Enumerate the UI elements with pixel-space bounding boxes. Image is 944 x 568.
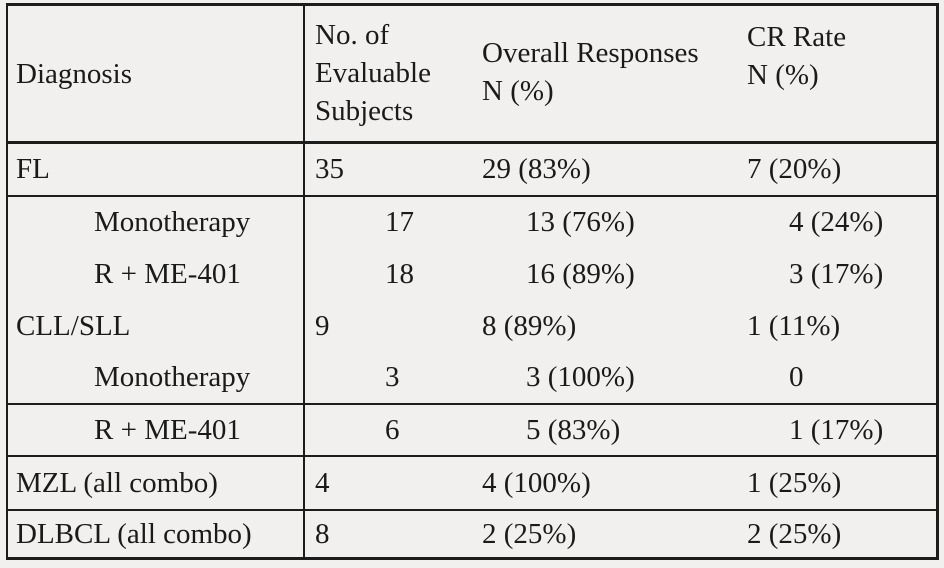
evaluable-subjects-cell: 6 (304, 403, 472, 457)
diagnosis-cell: MZL (all combo) (7, 455, 305, 511)
overall-responses-cell: 8 (89%) (482, 309, 577, 342)
overall-responses-cell: 4 (100%) (472, 455, 737, 511)
cr-rate-cell: 0 (737, 351, 937, 405)
column-header-cr-rate: CR Rate N (%) (737, 4, 937, 144)
evaluable-subjects-cell: 17 (385, 206, 414, 238)
table-row-dlbcl: DLBCL (all combo) 8 2 (25%) 2 (25%) (7, 509, 937, 559)
overall-responses-cell: 2 (25%) (482, 517, 577, 550)
diagnosis-cell: R + ME-401 (7, 247, 305, 300)
evaluable-subjects-cell: 35 (304, 142, 472, 197)
diagnosis-cell: Monotherapy (7, 351, 305, 405)
column-header-diagnosis: Diagnosis (7, 4, 305, 144)
evaluable-subjects-cell: 18 (385, 257, 414, 290)
diagnosis-cell: R + ME-401 (7, 403, 305, 457)
table-row-mzl: MZL (all combo) 4 4 (100%) 1 (25%) (7, 455, 937, 511)
table-row-cll-sll: CLL/SLL 9 8 (89%) 1 (11%) (7, 299, 937, 352)
cr-rate-cell: 1 (25%) (737, 455, 937, 511)
table-row-fl: FL 35 29 (83%) 7 (20%) (7, 142, 937, 197)
diagnosis-cell: CLL/SLL (7, 299, 305, 352)
diagnosis-cell: Monotherapy (7, 195, 305, 248)
table-header-row: Diagnosis No. of Evaluable Subjects Over… (7, 4, 937, 144)
evaluable-subjects-cell: 9 (315, 309, 330, 342)
overall-responses-cell: 16 (89%) (526, 257, 635, 290)
cr-rate-cell: 7 (20%) (737, 142, 937, 197)
cr-rate-cell: 2 (25%) (747, 517, 842, 550)
evaluable-subjects-cell: 4 (304, 455, 472, 511)
cr-rate-cell: 3 (17%) (789, 257, 884, 290)
table-row-fl-monotherapy: Monotherapy 17 13 (76%) 4 (24%) (7, 195, 937, 248)
results-table: Diagnosis No. of Evaluable Subjects Over… (6, 3, 939, 560)
column-header-evaluable-subjects: No. of Evaluable Subjects (304, 4, 472, 144)
column-header-overall-responses: Overall Responses N (%) (472, 4, 737, 144)
table-row-cll-monotherapy: Monotherapy 3 3 (100%) 0 (7, 351, 937, 405)
overall-responses-cell: 5 (83%) (472, 403, 737, 457)
evaluable-subjects-cell: 8 (315, 517, 330, 550)
table-row-cll-r-me401: R + ME-401 6 5 (83%) 1 (17%) (7, 403, 937, 457)
overall-responses-cell: 13 (76%) (526, 206, 635, 238)
evaluable-subjects-cell: 3 (304, 351, 472, 405)
cr-rate-cell: 4 (24%) (789, 206, 884, 238)
table-row-fl-r-me401: R + ME-401 18 16 (89%) 3 (17%) (7, 247, 937, 300)
diagnosis-cell: FL (7, 142, 305, 197)
cr-rate-cell: 1 (17%) (737, 403, 937, 457)
cr-rate-cell: 1 (11%) (747, 309, 841, 342)
overall-responses-cell: 29 (83%) (472, 142, 737, 197)
diagnosis-cell: DLBCL (all combo) (7, 509, 305, 559)
overall-responses-cell: 3 (100%) (472, 351, 737, 405)
